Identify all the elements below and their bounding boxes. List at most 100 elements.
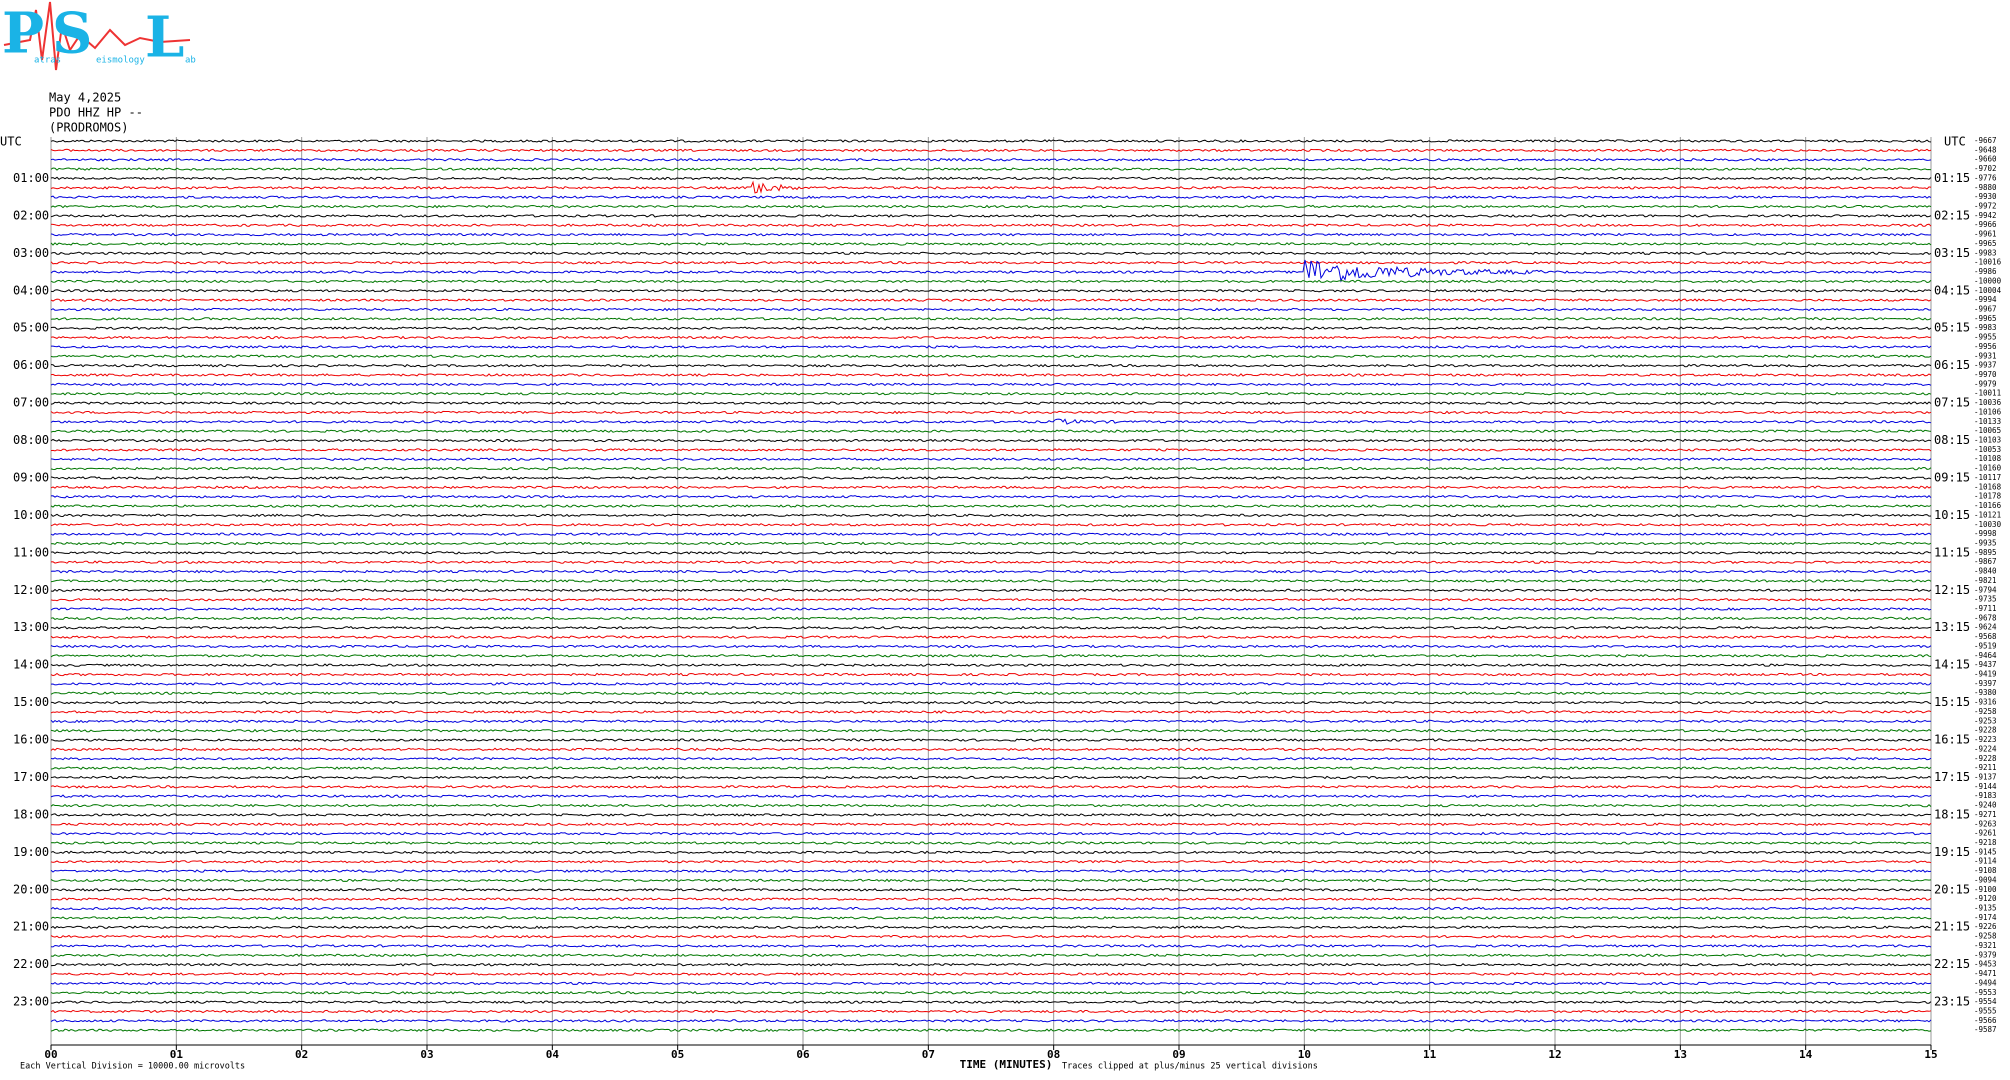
offset-label: -9253 xyxy=(1974,716,1997,725)
offset-label: -9735 xyxy=(1974,595,1997,604)
offset-label: -9174 xyxy=(1974,913,1997,922)
offset-label: -9935 xyxy=(1974,538,1997,547)
offset-label: -9321 xyxy=(1974,941,1997,950)
x-tick-label: 10 xyxy=(1298,1048,1311,1061)
logo-wave xyxy=(3,1,191,71)
x-tick-label: 15 xyxy=(1924,1048,1937,1061)
trace xyxy=(50,232,1932,237)
trace xyxy=(50,418,1932,425)
trace xyxy=(50,214,1932,218)
logo-small: eismology xyxy=(96,56,145,66)
trace xyxy=(50,831,1932,836)
offset-label: -9261 xyxy=(1974,829,1997,838)
trace xyxy=(50,747,1932,752)
x-tick-label: 05 xyxy=(671,1048,684,1061)
offset-label: -9955 xyxy=(1974,333,1997,342)
offset-label: -9137 xyxy=(1974,772,1997,781)
trace xyxy=(50,429,1932,433)
trace xyxy=(50,401,1932,405)
offset-label: -10166 xyxy=(1974,501,2002,510)
offset-label: -9840 xyxy=(1974,567,1997,576)
trace xyxy=(50,316,1932,321)
offset-label: -10106 xyxy=(1974,407,2002,416)
trace xyxy=(50,504,1932,508)
trace xyxy=(50,298,1932,302)
left-time-label: 01:00 xyxy=(13,171,49,185)
right-time-label: 18:15 xyxy=(1934,807,1970,821)
offset-label: -9144 xyxy=(1974,782,1997,791)
x-tick-label: 01 xyxy=(170,1048,184,1061)
trace xyxy=(50,180,1932,194)
offset-label: -9226 xyxy=(1974,922,1997,931)
trace xyxy=(51,391,1932,396)
left-time-label: 16:00 xyxy=(13,733,49,747)
offset-label: -9983 xyxy=(1974,323,1997,332)
left-time-label: 02:00 xyxy=(13,208,49,222)
offset-label: -9566 xyxy=(1974,1016,1997,1025)
offset-label: -9965 xyxy=(1974,314,1997,323)
offset-label: -9494 xyxy=(1974,978,1997,987)
offset-label: -9867 xyxy=(1974,557,1997,566)
trace xyxy=(50,691,1932,696)
trace xyxy=(50,307,1932,312)
offset-label: -9678 xyxy=(1974,613,1997,622)
offset-label: -10103 xyxy=(1974,436,2001,445)
offset-label: -9223 xyxy=(1974,735,1997,744)
offset-label: -9519 xyxy=(1974,641,1997,650)
trace xyxy=(51,1000,1932,1004)
trace xyxy=(50,719,1932,724)
left-time-label: 18:00 xyxy=(13,807,49,821)
offset-label: -9380 xyxy=(1974,688,1997,697)
offset-label: -9998 xyxy=(1974,529,1997,538)
left-time-label: 17:00 xyxy=(13,770,49,784)
offset-label: -9218 xyxy=(1974,838,1997,847)
trace xyxy=(50,991,1932,995)
offset-label: -9961 xyxy=(1974,230,1997,239)
trace xyxy=(50,794,1932,799)
trace xyxy=(50,822,1932,827)
trace xyxy=(50,981,1932,986)
offset-label: -9648 xyxy=(1974,145,1997,154)
offset-label: -9983 xyxy=(1974,248,1997,257)
offset-label: -9979 xyxy=(1974,379,1997,388)
right-time-label: 09:15 xyxy=(1934,470,1970,484)
trace xyxy=(50,363,1932,368)
offset-label: -9471 xyxy=(1974,969,1997,978)
x-axis-title: TIME (MINUTES) xyxy=(960,1058,1053,1071)
trace xyxy=(50,672,1931,677)
offset-label: -9211 xyxy=(1974,763,1997,772)
trace xyxy=(50,869,1932,873)
offset-label: -9970 xyxy=(1974,370,1997,379)
right-time-label: 11:15 xyxy=(1934,545,1970,559)
left-time-label: 15:00 xyxy=(13,695,49,709)
x-tick-label: 06 xyxy=(796,1048,810,1061)
right-time-label: 07:15 xyxy=(1934,396,1970,410)
offset-label: -9555 xyxy=(1974,1006,1997,1015)
right-time-label: 16:15 xyxy=(1934,733,1970,747)
left-time-label: 23:00 xyxy=(13,995,49,1009)
trace xyxy=(50,850,1932,855)
offset-label: -9464 xyxy=(1974,651,1997,660)
trace xyxy=(50,653,1932,658)
left-time-label: 22:00 xyxy=(13,957,49,971)
right-time-label: 01:15 xyxy=(1934,171,1970,185)
offset-label: -9937 xyxy=(1974,361,1997,370)
trace xyxy=(50,259,1932,283)
right-time-label: 08:15 xyxy=(1934,433,1970,447)
offset-label: -9183 xyxy=(1974,791,1997,800)
offset-label: -9100 xyxy=(1974,885,1997,894)
logo-letter: L xyxy=(145,5,184,71)
logo: P S L atras eismology ab xyxy=(2,1,196,71)
offset-label: -9667 xyxy=(1974,136,1997,145)
offset-label: -9587 xyxy=(1974,1025,1997,1034)
offset-label: -9263 xyxy=(1974,819,1997,828)
trace xyxy=(51,345,1932,349)
offset-label: -9931 xyxy=(1974,351,1997,360)
trace xyxy=(50,597,1932,602)
offset-label: -9120 xyxy=(1974,894,1997,903)
offset-label: -9135 xyxy=(1974,904,1997,913)
trace xyxy=(50,485,1932,490)
trace xyxy=(50,616,1932,621)
trace xyxy=(50,859,1932,864)
trace xyxy=(50,326,1932,330)
